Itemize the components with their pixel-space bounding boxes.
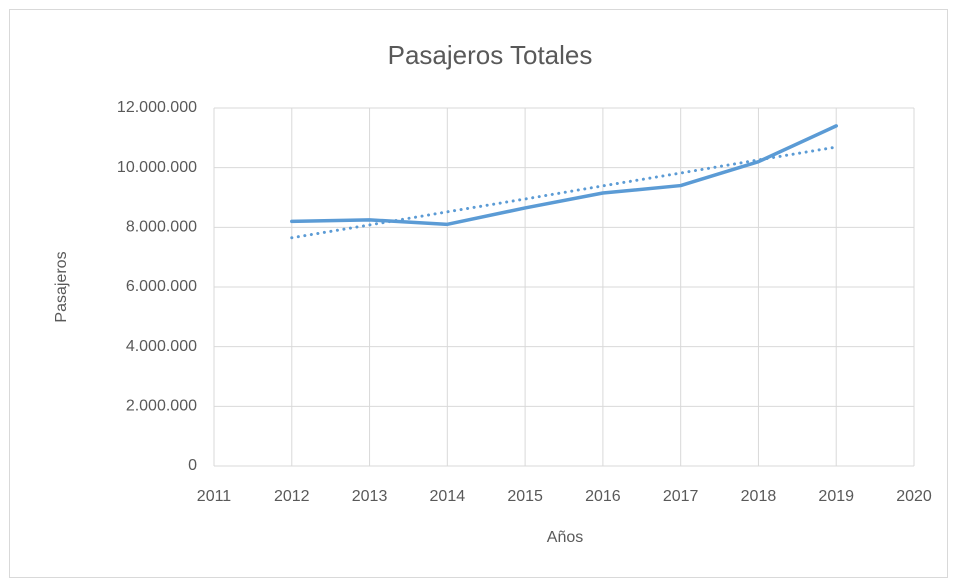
x-tick-label: 2014 [430,488,466,505]
trend-line [290,145,838,240]
y-tick-label: 10.000.000 [117,159,197,176]
x-axis-label: Años [547,529,583,546]
x-tick-label: 2020 [896,488,932,505]
line [290,124,838,227]
y-tick-label: 0 [188,457,197,474]
y-tick-label: 2.000.000 [126,398,197,415]
chart-border [9,9,948,578]
y-tick-label: 12.000.000 [117,99,197,116]
x-tick-label: 2017 [663,488,699,505]
x-tick-label: 2015 [507,488,543,505]
x-tick-label: 2013 [352,488,388,505]
x-tick-label: 2012 [274,488,310,505]
x-tick-label: 2018 [741,488,777,505]
y-tick-label: 4.000.000 [126,338,197,355]
x-tick-label: 2011 [197,488,232,505]
x-tick-label: 2016 [585,488,621,505]
y-axis-label: Pasajeros [53,251,70,322]
y-tick-label: 8.000.000 [126,219,197,236]
x-tick-label: 2019 [818,488,854,505]
chart-title: Pasajeros Totales [388,40,593,70]
y-tick-label: 6.000.000 [126,278,197,295]
